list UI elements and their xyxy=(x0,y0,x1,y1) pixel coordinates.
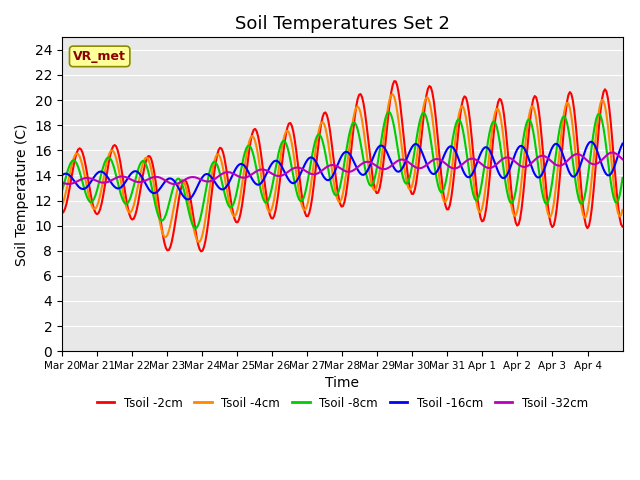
Tsoil -8cm xyxy=(348,122,356,128)
Tsoil -8cm xyxy=(461,136,468,142)
Tsoil -8cm xyxy=(617,185,625,191)
Tsoil -8cm xyxy=(385,109,392,115)
Tsoil -2cm xyxy=(197,249,205,254)
Tsoil -4cm xyxy=(348,125,356,131)
Tsoil -2cm xyxy=(58,210,66,216)
Line: Tsoil -8cm: Tsoil -8cm xyxy=(62,112,623,228)
Tsoil -16cm xyxy=(95,169,102,175)
Tsoil -4cm xyxy=(544,211,552,216)
Tsoil -4cm xyxy=(461,108,468,113)
Tsoil -16cm xyxy=(619,141,627,146)
Tsoil -16cm xyxy=(588,139,596,144)
Tsoil -32cm xyxy=(95,179,102,184)
Legend: Tsoil -2cm, Tsoil -4cm, Tsoil -8cm, Tsoil -16cm, Tsoil -32cm: Tsoil -2cm, Tsoil -4cm, Tsoil -8cm, Tsoi… xyxy=(92,392,593,414)
Tsoil -16cm xyxy=(459,168,467,173)
Tsoil -4cm xyxy=(619,207,627,213)
Tsoil -8cm xyxy=(58,188,66,194)
Tsoil -2cm xyxy=(544,203,552,209)
Tsoil -4cm xyxy=(95,199,102,204)
Tsoil -32cm xyxy=(459,161,467,167)
Tsoil -32cm xyxy=(58,180,66,185)
Tsoil -8cm xyxy=(544,199,552,205)
Tsoil -16cm xyxy=(184,197,192,203)
X-axis label: Time: Time xyxy=(325,376,359,390)
Tsoil -2cm xyxy=(390,78,398,84)
Tsoil -32cm xyxy=(543,154,550,160)
Tsoil -32cm xyxy=(609,150,616,156)
Tsoil -32cm xyxy=(617,155,625,161)
Tsoil -2cm xyxy=(617,221,625,227)
Line: Tsoil -32cm: Tsoil -32cm xyxy=(62,153,623,184)
Tsoil -4cm xyxy=(617,212,625,218)
Tsoil -32cm xyxy=(619,156,627,162)
Tsoil -4cm xyxy=(58,203,66,208)
Tsoil -8cm xyxy=(77,174,85,180)
Tsoil -16cm xyxy=(543,160,550,166)
Tsoil -8cm xyxy=(619,175,627,181)
Tsoil -16cm xyxy=(348,155,356,160)
Tsoil -16cm xyxy=(617,144,625,150)
Line: Tsoil -2cm: Tsoil -2cm xyxy=(62,81,623,252)
Line: Tsoil -16cm: Tsoil -16cm xyxy=(62,142,623,200)
Tsoil -4cm xyxy=(77,157,85,163)
Tsoil -8cm xyxy=(95,181,102,187)
Tsoil -2cm xyxy=(77,146,85,152)
Tsoil -32cm xyxy=(348,168,356,174)
Tsoil -16cm xyxy=(77,186,85,192)
Title: Soil Temperatures Set 2: Soil Temperatures Set 2 xyxy=(235,15,450,33)
Line: Tsoil -4cm: Tsoil -4cm xyxy=(62,94,623,242)
Tsoil -2cm xyxy=(461,94,468,99)
Tsoil -2cm xyxy=(348,141,356,146)
Tsoil -32cm xyxy=(171,181,179,187)
Tsoil -4cm xyxy=(389,91,397,97)
Text: VR_met: VR_met xyxy=(73,50,126,63)
Y-axis label: Soil Temperature (C): Soil Temperature (C) xyxy=(15,123,29,265)
Tsoil -32cm xyxy=(77,177,85,182)
Tsoil -4cm xyxy=(196,239,204,245)
Tsoil -8cm xyxy=(191,226,199,231)
Tsoil -2cm xyxy=(619,224,627,229)
Tsoil -16cm xyxy=(58,172,66,178)
Tsoil -2cm xyxy=(95,210,102,216)
